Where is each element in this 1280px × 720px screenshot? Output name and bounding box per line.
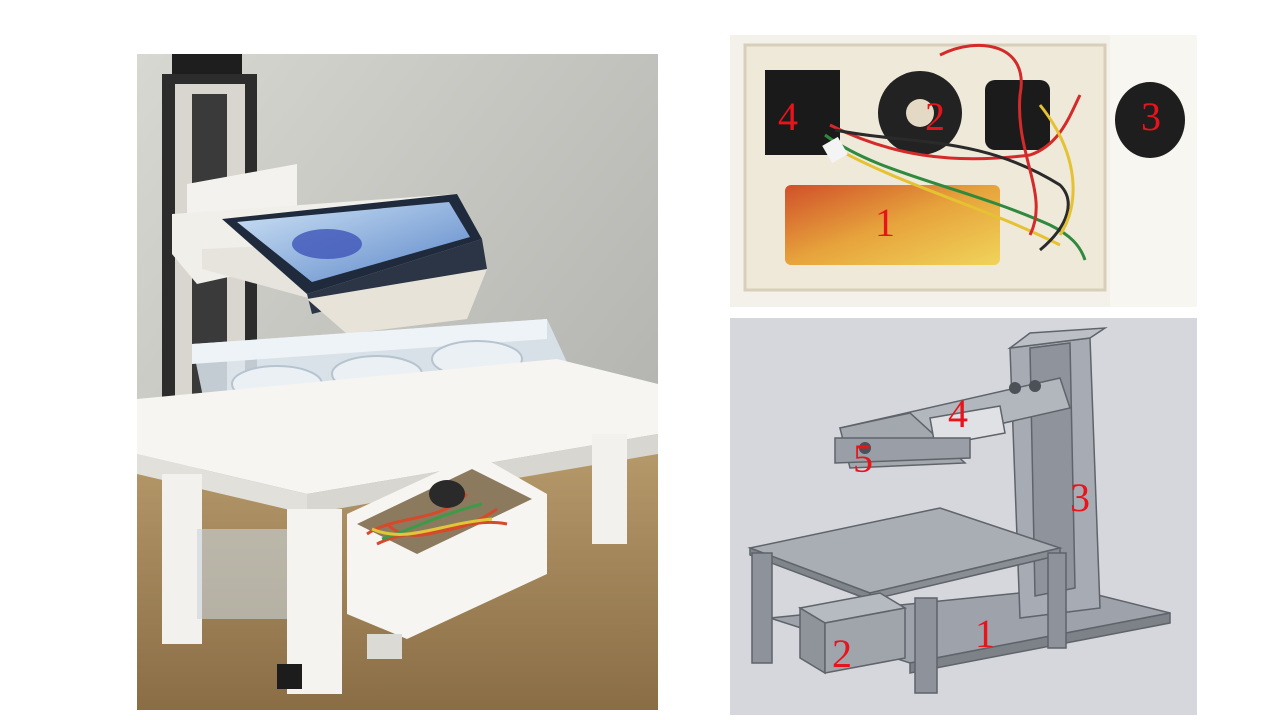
label-3-column: 3 bbox=[1070, 475, 1090, 520]
label-5-holder-tab: 5 bbox=[853, 436, 873, 481]
label-1-base-plate: 1 bbox=[975, 611, 995, 656]
electronics-box-illustration bbox=[730, 35, 1197, 307]
label-4-lens-mount: 4 bbox=[948, 391, 968, 436]
device-photo-panel bbox=[137, 54, 658, 710]
label-2-fan: 2 bbox=[925, 94, 945, 139]
label-3-knob: 3 bbox=[1141, 94, 1161, 139]
cad-model-illustration bbox=[730, 318, 1197, 715]
label-4-connector: 4 bbox=[778, 94, 798, 139]
cad-model-panel: 4 5 3 1 2 bbox=[730, 318, 1197, 715]
label-2-box: 2 bbox=[832, 631, 852, 676]
device-photo-illustration bbox=[137, 54, 658, 710]
electronics-box-photo-panel: 4 2 3 1 bbox=[730, 35, 1197, 307]
label-1-battery: 1 bbox=[875, 200, 895, 245]
